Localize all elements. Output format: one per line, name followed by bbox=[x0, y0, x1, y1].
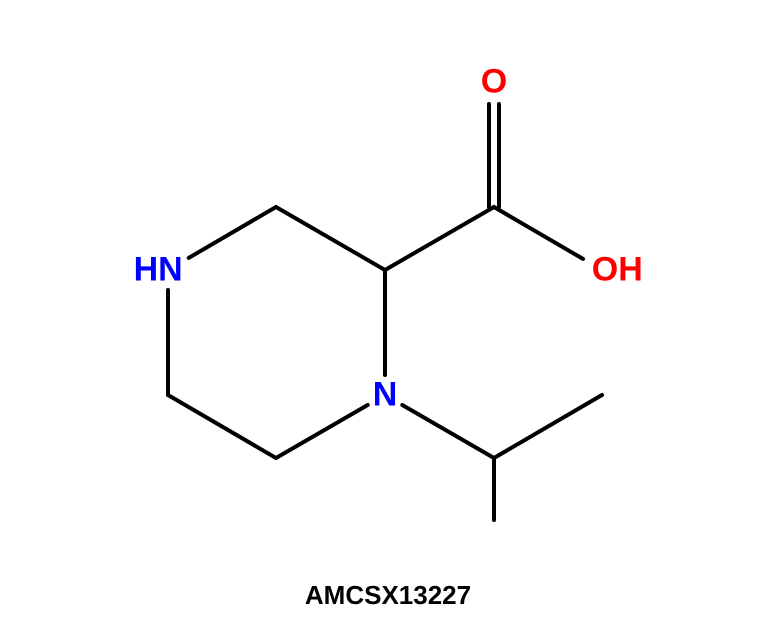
compound-caption: AMCSX13227 bbox=[305, 580, 471, 611]
atom-label-n1: HN bbox=[134, 251, 183, 290]
atom-label-o8: O bbox=[481, 63, 507, 102]
atom-label-n4: N bbox=[373, 376, 398, 415]
molecule-svg bbox=[0, 0, 776, 630]
atom-label-o9: OH bbox=[592, 251, 643, 290]
diagram-canvas: HN N O OH AMCSX13227 bbox=[0, 0, 776, 630]
